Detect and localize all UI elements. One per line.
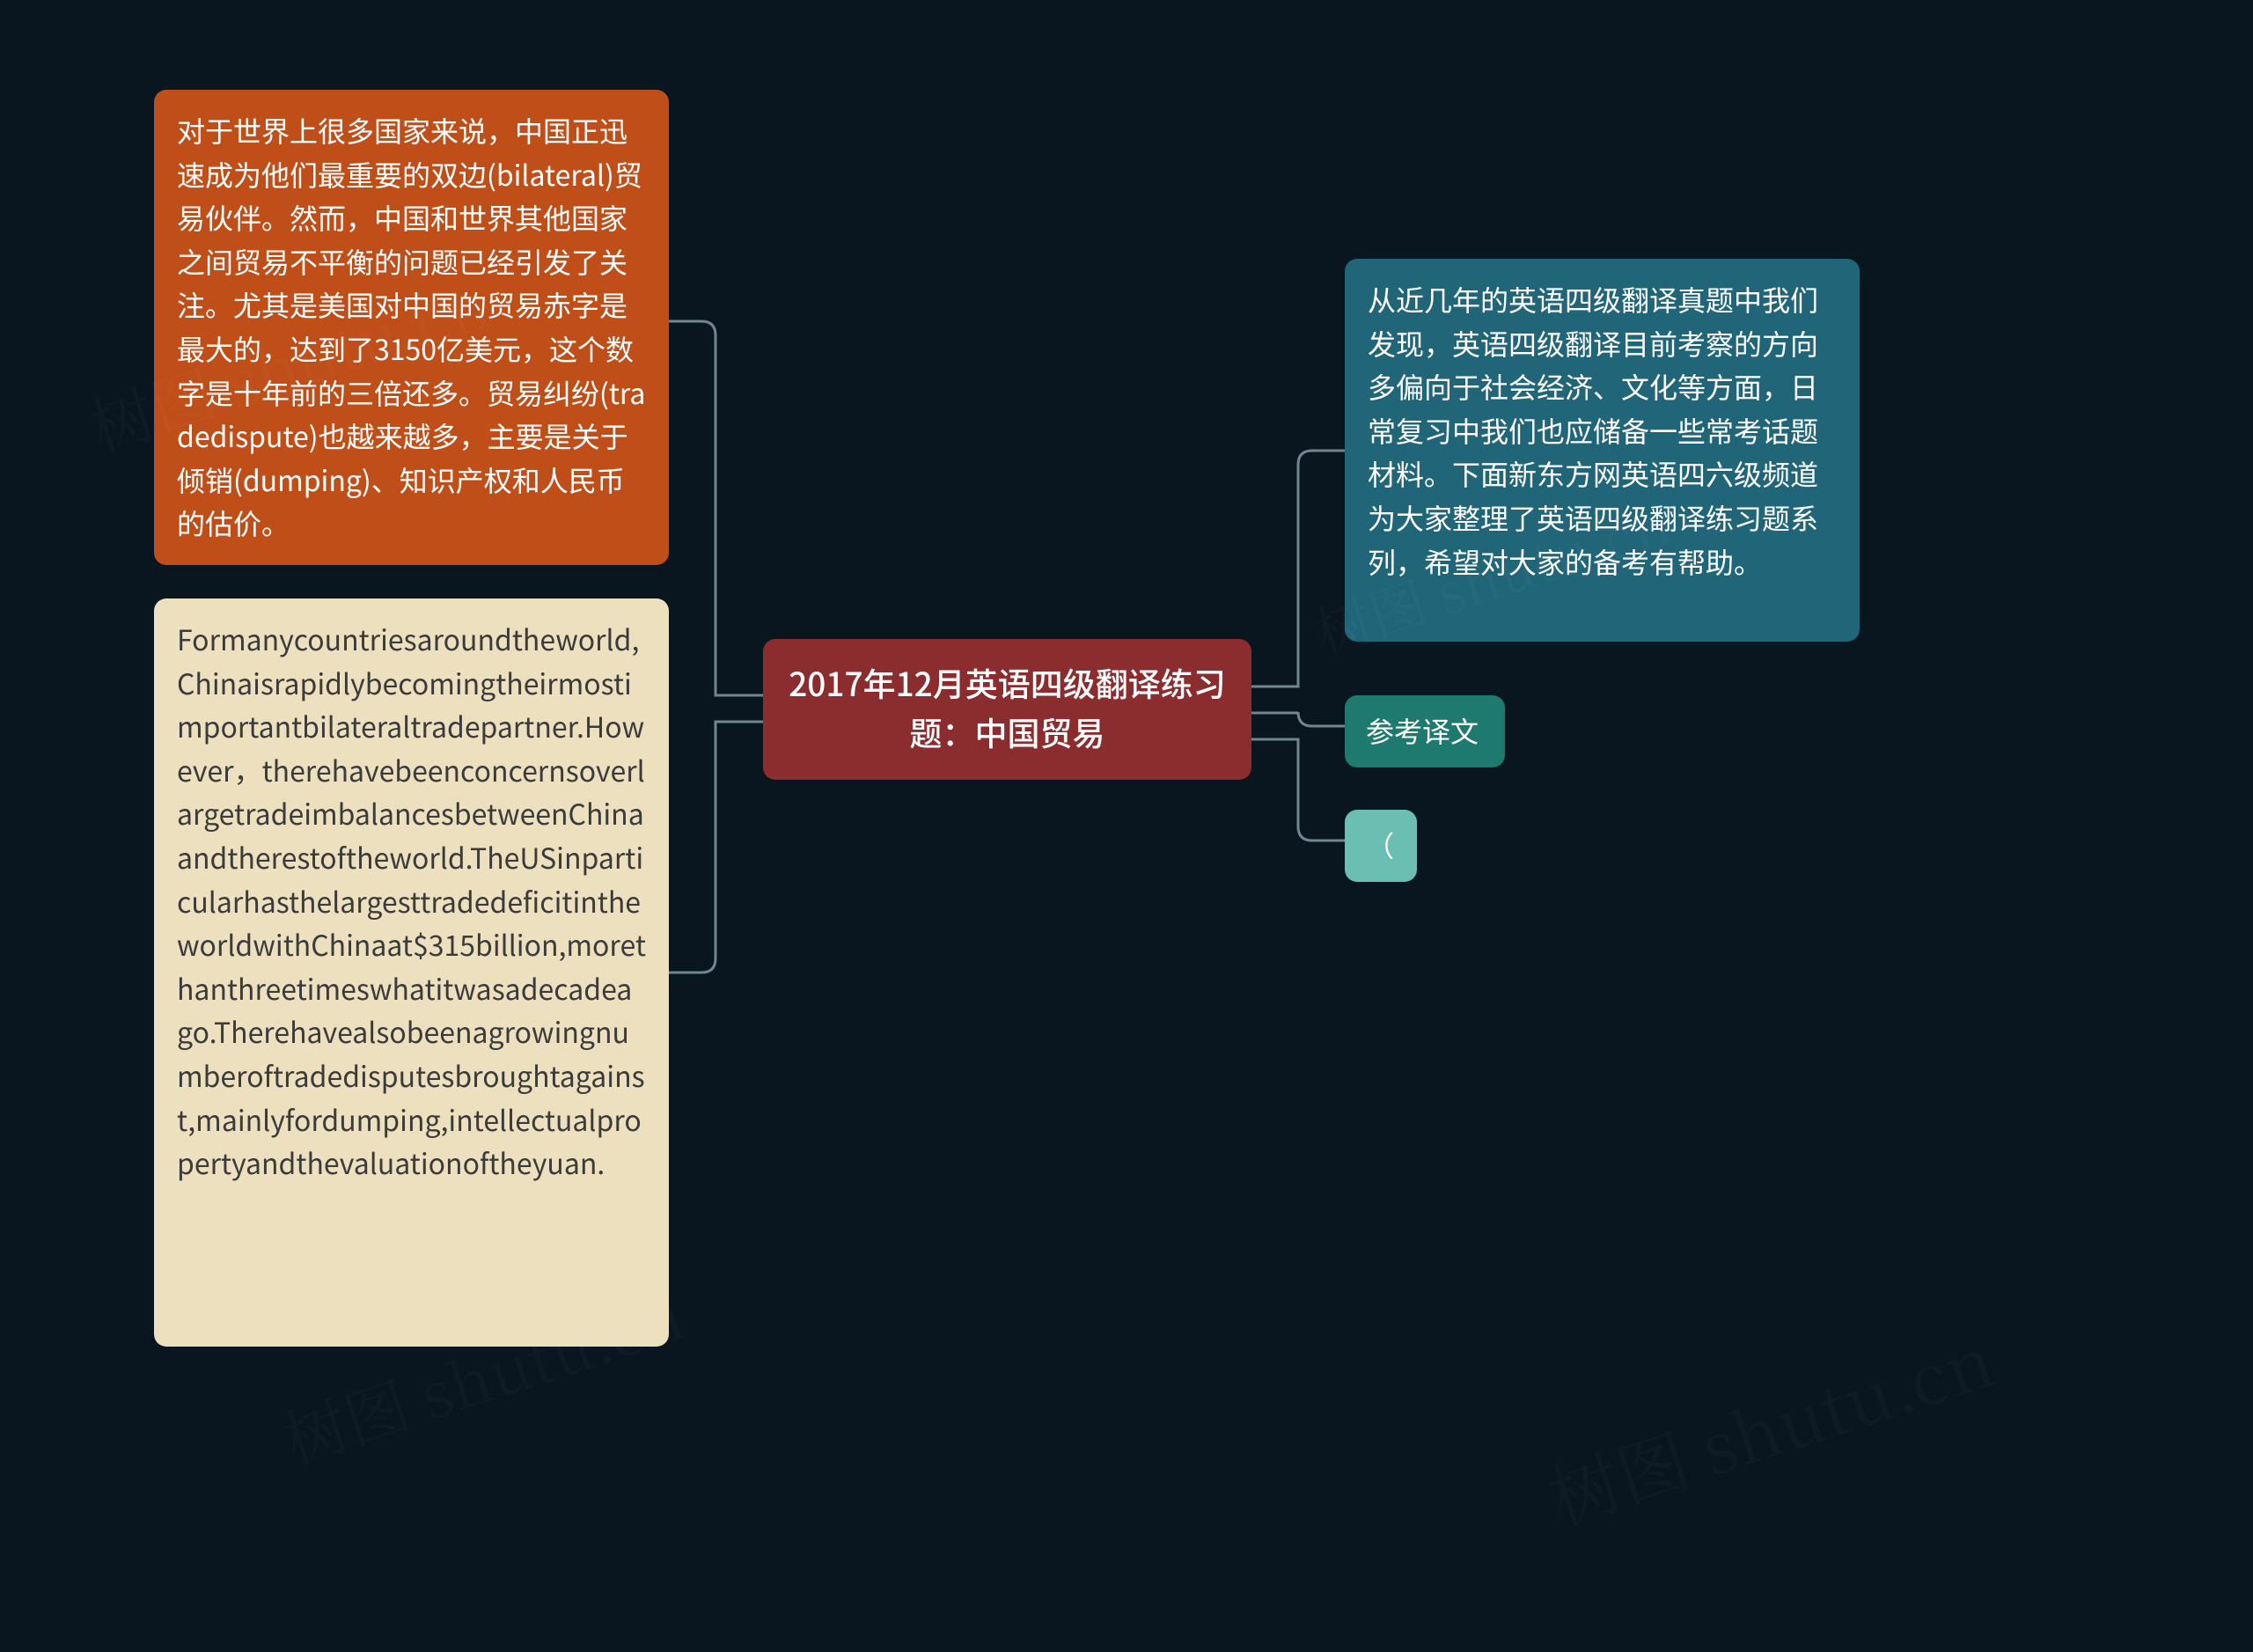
node-text: 参考译文 — [1366, 710, 1479, 751]
connector-line — [669, 722, 763, 973]
mindmap-node-english-translation[interactable]: Formanycountriesaroundtheworld,Chinaisra… — [154, 598, 669, 1347]
mindmap-root-node[interactable]: 2017年12月英语四级翻译练习题：中国贸易 — [763, 639, 1251, 780]
connector-line — [669, 321, 763, 695]
root-node-text: 2017年12月英语四级翻译练习题：中国贸易 — [789, 658, 1226, 755]
connector-line — [1251, 739, 1345, 841]
connector-line — [1251, 712, 1345, 726]
mindmap-node-reference[interactable]: 参考译文 — [1345, 695, 1505, 767]
node-text: （ — [1366, 825, 1394, 865]
node-text: Formanycountriesaroundtheworld,Chinaisra… — [177, 619, 646, 1183]
watermark-text: 树图 shutu.cn — [1535, 1306, 2005, 1545]
mindmap-node-open-paren[interactable]: （ — [1345, 810, 1417, 882]
